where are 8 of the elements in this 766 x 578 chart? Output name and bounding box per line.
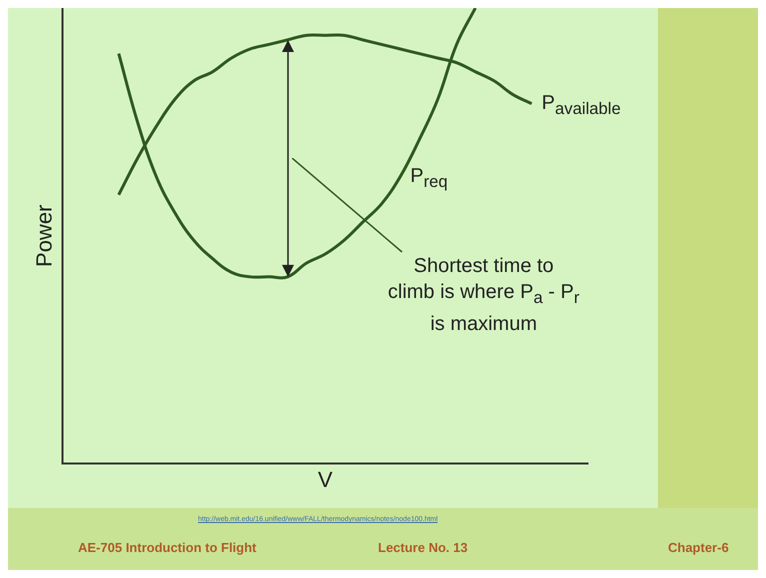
- x-axis-title: V: [318, 466, 333, 492]
- text: Shortest time to climb is where P$_{a}$ - P$_{r}$ is maximum: [388, 255, 580, 336]
- y-axis-title: Power: [31, 204, 56, 267]
- series-label: P$_{req}$: [410, 164, 448, 192]
- series-label: P$_{available}$: [542, 92, 621, 119]
- text: AE-705 Introduction to Flight: [78, 540, 256, 555]
- text: Lecture No. 13: [378, 540, 468, 555]
- text: Chapter-6: [668, 540, 729, 555]
